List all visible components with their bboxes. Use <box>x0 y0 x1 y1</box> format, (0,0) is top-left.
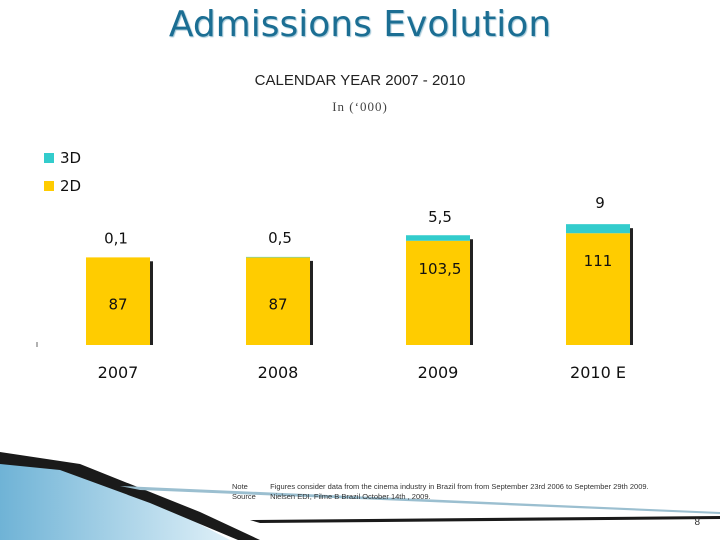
data-label-2d: 87 <box>268 295 287 313</box>
legend-label-2d: 2D <box>60 177 82 195</box>
bar-2d <box>246 257 310 345</box>
footnotes: Note Figures consider data from the cine… <box>232 482 649 502</box>
data-label-3d: 5,5 <box>428 208 452 226</box>
x-tick-label: 2008 <box>258 363 299 382</box>
bar-2d <box>86 257 150 345</box>
slide-title: Admissions Evolution <box>168 4 552 45</box>
chart-title: CALENDAR YEAR 2007 - 2010 <box>254 72 466 89</box>
x-tick-label: 2010 E <box>570 363 626 382</box>
bar-3d <box>246 256 310 258</box>
data-label-3d: 0,5 <box>268 229 292 247</box>
legend-item-3d: 3D <box>44 144 81 172</box>
bar-shadow <box>150 261 153 345</box>
source-row: Source Nielsen EDI, Filme B Brazil Octob… <box>232 492 649 502</box>
data-label-2d: 87 <box>108 295 127 313</box>
legend-swatch-3d <box>44 153 54 163</box>
note-text: Figures consider data from the cinema in… <box>270 482 649 491</box>
page-number: 8 <box>694 517 700 528</box>
data-label-2d: 111 <box>584 252 613 270</box>
bar-shadow <box>310 260 313 345</box>
bar-2d <box>406 240 470 345</box>
bar-3d <box>566 224 630 234</box>
legend-item-2d: 2D <box>44 172 81 200</box>
legend-swatch-2d <box>44 181 54 191</box>
data-label-3d: 9 <box>595 194 605 212</box>
bar-3d <box>406 235 470 241</box>
chart-legend: 3D 2D <box>44 144 81 200</box>
legend-label-3d: 3D <box>60 149 82 167</box>
note-label: Note <box>232 482 248 491</box>
chart-subtitle: In (‘000) <box>332 99 388 114</box>
x-tick-label: 2009 <box>418 363 459 382</box>
bar-2d <box>566 233 630 345</box>
source-text: Nielsen EDI, Filme B Brazil October 14th… <box>270 492 431 501</box>
x-tick-label: 2007 <box>98 363 139 382</box>
bar-shadow <box>630 228 633 345</box>
data-label-2d: 103,5 <box>419 260 462 278</box>
note-row: Note Figures consider data from the cine… <box>232 482 649 492</box>
bar-shadow <box>470 239 473 345</box>
source-label: Source <box>232 492 256 501</box>
data-label-3d: 0,1 <box>104 229 128 247</box>
